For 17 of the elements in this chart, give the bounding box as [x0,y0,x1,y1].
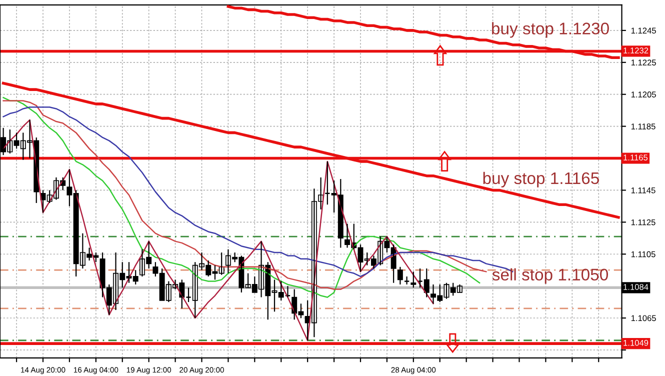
y-tick-label: 1.1125 [631,219,656,226]
ref-line-label: 1.1232 [624,48,648,54]
y-tick-label: 1.1225 [631,60,656,66]
candlestick [410,271,416,288]
y-tick-label: 1.1205 [631,92,656,98]
y-tick-label: 1.1065 [631,315,656,322]
annotation: buy stop 1.1230 [492,22,609,38]
ref-line-label: 1.1084 [624,284,648,290]
annotation: buy stop 1.1165 [483,172,599,188]
ref-line-label: 1.1049 [624,340,648,346]
y-tick-label: 1.1185 [631,124,656,130]
line-series [2,82,620,219]
ref-line-label: 1.1165 [624,154,648,160]
y-tick-label: 1.1105 [631,251,656,258]
annotation: sell stop 1.1050 [492,268,608,284]
y-tick-label: 1.1145 [631,187,656,194]
y-tick-label: 1.1245 [631,28,656,34]
